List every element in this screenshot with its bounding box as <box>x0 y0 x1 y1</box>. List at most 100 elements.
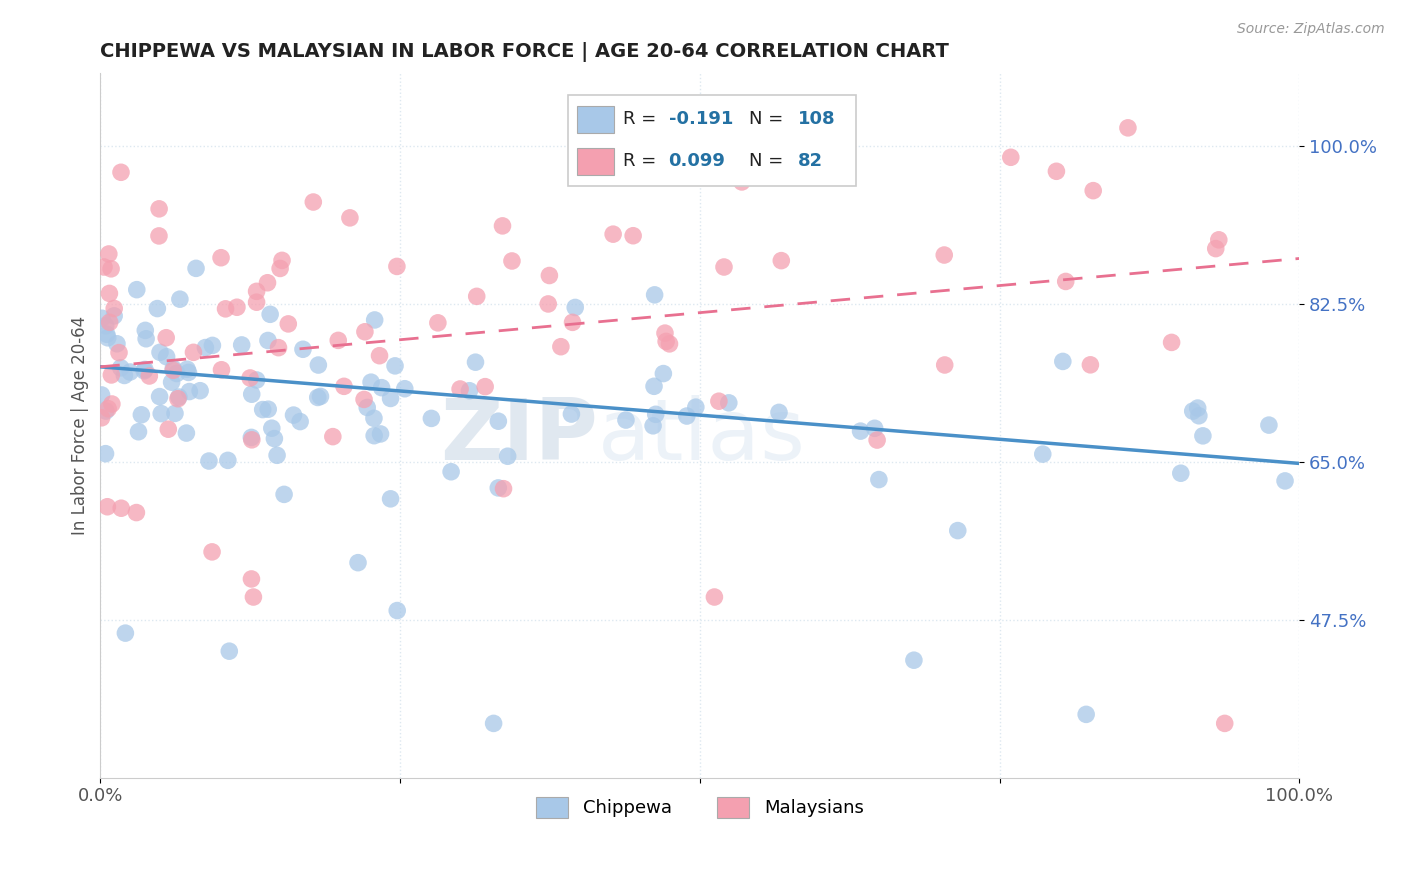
Point <box>491 219 513 233</box>
Point <box>163 406 186 420</box>
Point <box>94 404 117 418</box>
Point <box>100 368 122 382</box>
Point <box>257 334 280 348</box>
Point <box>188 384 211 398</box>
Point <box>160 375 183 389</box>
Point <box>394 382 416 396</box>
Point <box>110 501 132 516</box>
Point <box>134 364 156 378</box>
Point <box>486 481 509 495</box>
Point <box>110 360 132 375</box>
Point <box>1274 474 1296 488</box>
Point <box>1181 404 1204 418</box>
Point <box>218 644 240 658</box>
Point <box>370 381 392 395</box>
Point <box>120 365 142 379</box>
Point <box>1116 120 1139 135</box>
Point <box>146 301 169 316</box>
Point <box>903 653 925 667</box>
Point <box>380 491 402 506</box>
Point <box>257 402 280 417</box>
Point <box>1052 354 1074 368</box>
Point <box>91 311 114 326</box>
Point <box>368 349 391 363</box>
Point <box>245 285 267 299</box>
Point <box>474 379 496 393</box>
Point <box>1258 418 1281 433</box>
Point <box>654 326 676 340</box>
Point <box>94 447 117 461</box>
Point <box>198 454 221 468</box>
Point <box>458 384 481 398</box>
Point <box>162 361 184 376</box>
Point <box>260 421 283 435</box>
Text: atlas: atlas <box>598 394 806 477</box>
Point <box>1054 275 1077 289</box>
Point <box>385 260 408 274</box>
Point <box>1213 716 1236 731</box>
Point <box>211 363 233 377</box>
Point <box>1032 447 1054 461</box>
Y-axis label: In Labor Force | Age 20-64: In Labor Force | Age 20-64 <box>72 316 89 535</box>
Point <box>273 487 295 501</box>
Point <box>675 409 697 423</box>
Point <box>770 253 793 268</box>
Point <box>103 301 125 316</box>
Point <box>946 524 969 538</box>
Point <box>135 332 157 346</box>
Point <box>363 313 385 327</box>
Point <box>269 261 291 276</box>
Point <box>347 556 370 570</box>
Point <box>183 345 205 359</box>
Text: ZIP: ZIP <box>440 394 598 477</box>
Point <box>655 334 678 349</box>
Point <box>1170 467 1192 481</box>
Point <box>263 432 285 446</box>
Point <box>149 390 172 404</box>
Point <box>184 261 207 276</box>
Point <box>643 379 665 393</box>
Point <box>231 338 253 352</box>
Point <box>1000 150 1022 164</box>
Point <box>717 396 740 410</box>
Point <box>134 362 156 376</box>
Point <box>176 362 198 376</box>
Point <box>685 400 707 414</box>
Point <box>420 411 443 425</box>
Point <box>380 392 402 406</box>
Point <box>246 373 269 387</box>
Point <box>114 626 136 640</box>
Point <box>148 228 170 243</box>
Point <box>440 465 463 479</box>
Point <box>90 410 112 425</box>
Point <box>1192 429 1215 443</box>
Point <box>267 341 290 355</box>
Point <box>652 367 675 381</box>
Point <box>644 407 666 421</box>
Point <box>98 315 121 329</box>
Point <box>564 301 586 315</box>
Point <box>934 358 956 372</box>
Point <box>217 453 239 467</box>
Point <box>97 331 120 345</box>
Point <box>302 194 325 209</box>
Point <box>658 336 681 351</box>
Point <box>1076 707 1098 722</box>
Point <box>354 325 377 339</box>
Point <box>602 227 624 242</box>
Point <box>1045 164 1067 178</box>
Point <box>464 355 486 369</box>
Point <box>209 251 232 265</box>
Point <box>259 307 281 321</box>
Point <box>496 449 519 463</box>
Point <box>492 482 515 496</box>
Point <box>713 260 735 274</box>
Point <box>501 254 523 268</box>
Point <box>363 428 385 442</box>
Point <box>240 430 263 444</box>
Point <box>90 388 112 402</box>
Point <box>214 301 236 316</box>
Point <box>277 317 299 331</box>
Point <box>703 590 725 604</box>
Point <box>561 315 583 329</box>
